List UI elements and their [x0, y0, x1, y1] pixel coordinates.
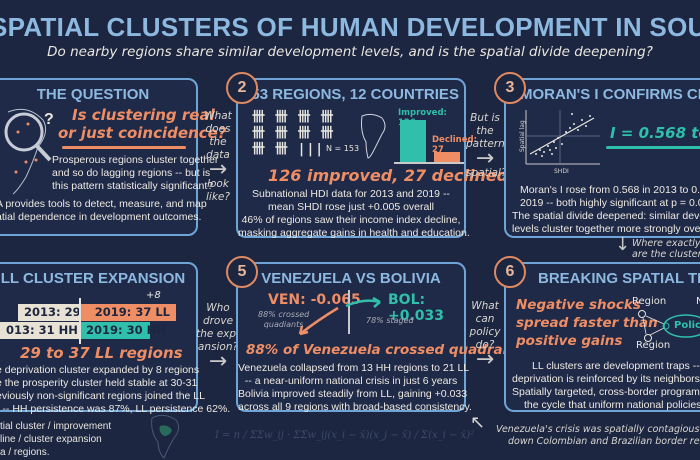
- panel-title: THE QUESTION: [36, 86, 150, 103]
- morans-i-value: I = 0.568 to 0.6: [610, 124, 700, 142]
- step-badge-6: 6: [494, 256, 526, 288]
- panel-morans-i: MORAN'S I CONFIRMS CLUSTER Spatial lag S…: [504, 78, 700, 238]
- svg-text:SHDI: SHDI: [554, 168, 569, 174]
- bar-ll-2013: 2013: 29 LL: [18, 304, 99, 321]
- panel-title: VENEZUELA VS BOLIVIA: [261, 270, 441, 287]
- panel-headline: 88% of Venezuela crossed quadrants: [246, 342, 527, 358]
- panel-regions-countries: 153 REGIONS, 12 COUNTRIES 卌 卌 卌 卌卌 卌 卌 卌…: [236, 78, 508, 239]
- panel-body: Subnational HDI data for 2013 and 2019 -…: [252, 188, 450, 213]
- legend: tial cluster / improvement line / cluste…: [0, 421, 112, 458]
- bar-divider: [79, 298, 81, 344]
- bar-hh-2019: 2019: 30 HH: [80, 322, 166, 339]
- bar-label-declined: Declined: 27: [432, 135, 477, 155]
- arrow-right-icon: →: [475, 146, 495, 171]
- teal-underline: [606, 146, 700, 149]
- south-america-map-icon: [361, 113, 386, 159]
- step-badge-2: 2: [226, 72, 258, 104]
- bol-note: 78% staged: [366, 316, 414, 325]
- annotation-venezuela-contagion: Venezuela's crisis was spatially contagi…: [496, 424, 700, 447]
- panel-footer: Bolivia improved steadily from LL, gaini…: [238, 388, 472, 413]
- ven-value: VEN: -0.065: [268, 292, 361, 308]
- ven-note: 88% crossed quadiants: [258, 310, 310, 329]
- policy-network-diagram: [638, 310, 700, 342]
- panel-headline-line1: Is clustering real: [72, 106, 215, 124]
- connector-what-does-data-look-like: What does the data → look like?: [196, 110, 240, 204]
- panel-the-question: THE QUESTION ? Is clustering real or jus…: [0, 78, 226, 236]
- panel-footer: 46% of regions saw their income index de…: [238, 214, 470, 239]
- bar-declined: [434, 152, 460, 162]
- node-label-region-top: Region: [632, 296, 667, 307]
- svg-text:Spatial lag: Spatial lag: [519, 120, 526, 152]
- panel-title: 153 REGIONS, 12 COUNTRIES: [243, 86, 459, 103]
- panel-venezuela-vs-bolivia: VENEZUELA VS BOLIVIA VEN: -0.065 BOL: +0…: [236, 262, 527, 413]
- svg-text:?: ?: [44, 111, 54, 128]
- panel-headline: 126 improved, 27 declined: [268, 166, 509, 185]
- tally-marks: 卌 卌 卌 卌卌 卌 卌 卌卌 卌 |||: [252, 110, 335, 157]
- arrow-right-icon: →: [475, 347, 495, 372]
- panel-title: BREAKING SPATIAL TRAPS: [538, 270, 700, 287]
- panel-footer: eviously non-significant regions joined …: [0, 390, 231, 415]
- connector-who-drove-expansion: Who drove the exp- ansion? →: [196, 302, 240, 374]
- morans-i-formula: I = n / ΣΣw_ij · ΣΣw_ij(x_i − x̄)(x_j − …: [215, 430, 475, 441]
- arrow-right-icon: →: [208, 157, 228, 182]
- arrow-down-icon: ↓: [615, 234, 631, 255]
- curved-arrow-icon: ↖: [470, 412, 486, 433]
- panel-breaking-spatial-traps: BREAKING SPATIAL TRAPS Negative shocks s…: [504, 262, 700, 412]
- magnifier-map-icon: ?: [4, 108, 54, 195]
- panel-headline: 29 to 37 LL regions: [20, 344, 183, 362]
- panel-body: Venezuela collapsed from 13 HH regions t…: [238, 362, 470, 387]
- bar-hh-2013: 013: 31 HH: [0, 322, 80, 339]
- bar-improved: [400, 120, 426, 162]
- page-title: SPATIAL CLUSTERS OF HUMAN DEVELOPMENT IN…: [0, 12, 700, 42]
- panel-ll-cluster-expansion: LL CLUSTER EXPANSION +8 2013: 29 LL 2019…: [0, 262, 230, 415]
- bar-baseline: [394, 162, 464, 164]
- panel-title: LL CLUSTER EXPANSION: [0, 270, 186, 287]
- delta-label: +8: [146, 290, 161, 301]
- panel-footer: Spatially targeted, cross-border program…: [512, 386, 700, 411]
- crossing-arrows: [298, 296, 381, 336]
- scatter-plot-chart: Spatial lag SHDI: [519, 110, 600, 174]
- south-america-mini-map-icon: [151, 414, 180, 459]
- connector-where-are-clusters: Where exactly are the clusters?: [632, 238, 700, 260]
- panel-headline: Negative shocks spread faster than posit…: [516, 297, 658, 349]
- node-label-region-bottom: Region: [636, 340, 671, 351]
- bol-value: BOL: +0.033: [388, 292, 445, 324]
- page-subtitle: Do nearby regions share similar developm…: [47, 44, 653, 60]
- panel-body: Moran's I rose from 0.568 in 2013 to 0.6…: [520, 184, 700, 209]
- connector-is-pattern-spatial: But is the pattern → spatial?: [466, 112, 507, 179]
- panel-body: e deprivation cluster expanded by 8 regi…: [0, 364, 200, 389]
- step-badge-3: 3: [494, 72, 526, 104]
- arrow-right-icon: →: [208, 349, 228, 374]
- panel-body: LL clusters are development traps -- a r…: [512, 360, 700, 385]
- panel-headline-line2: or just coincidence?: [58, 124, 227, 142]
- divider-line: [348, 290, 350, 334]
- bar-ll-2019: 2019: 37 LL: [80, 304, 176, 321]
- panel-footer: The spatial divide deepened: similar dev…: [512, 210, 700, 235]
- panel-body: Prosperous regions cluster together and …: [52, 154, 219, 192]
- step-badge-5: 5: [226, 256, 258, 288]
- connector-what-can-policy-do: What can policy do? →: [466, 300, 504, 372]
- policy-node-label: Policy: [674, 320, 700, 331]
- panel-title: MORAN'S I CONFIRMS CLUSTER: [520, 86, 700, 103]
- sample-size-label: N = 153: [326, 144, 360, 153]
- panel-footer: A provides tools to detect, measure, and…: [0, 198, 207, 223]
- underline-stroke: [62, 146, 186, 149]
- node-label-neighbor: Nei: [696, 296, 700, 307]
